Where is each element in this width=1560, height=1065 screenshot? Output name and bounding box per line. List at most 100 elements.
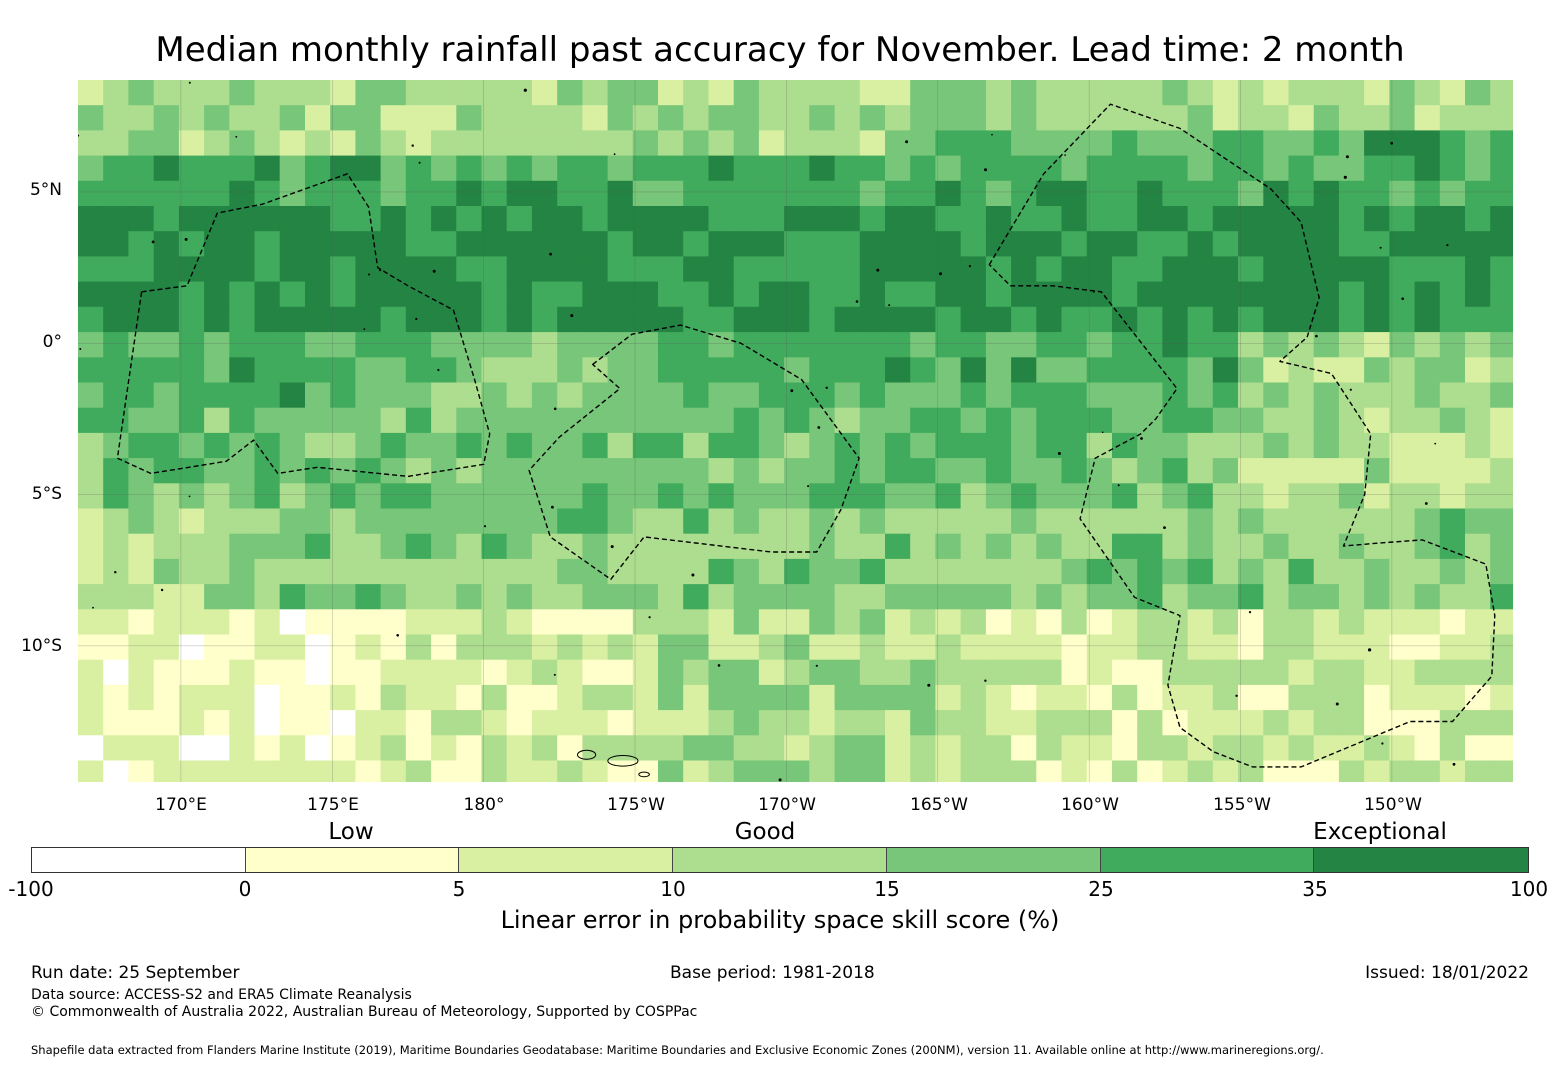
skill-cell — [758, 357, 785, 384]
skill-cell — [128, 80, 155, 106]
skill-cell — [733, 432, 760, 459]
skill-cell — [910, 483, 936, 510]
skill-cell — [531, 206, 558, 232]
skill-cell — [103, 508, 129, 535]
skill-cell — [1238, 256, 1264, 283]
skill-cell — [355, 634, 382, 661]
skill-cell — [809, 80, 836, 106]
skill-cell — [985, 180, 1012, 207]
skill-cell — [784, 256, 810, 283]
atoll-mark — [1381, 742, 1384, 745]
skill-cell — [229, 105, 256, 131]
skill-cell — [582, 684, 609, 711]
skill-cell — [1263, 155, 1290, 182]
skill-cell — [229, 432, 256, 459]
skill-cell — [1086, 710, 1113, 736]
skill-cell — [380, 558, 407, 585]
skill-cell — [1364, 533, 1390, 560]
skill-cell — [204, 357, 230, 384]
skill-cell — [405, 432, 432, 459]
skill-cell — [758, 306, 785, 333]
skill-cell — [607, 710, 634, 736]
skill-cell — [758, 508, 785, 535]
skill-cell — [784, 458, 810, 484]
skill-cell — [733, 206, 760, 232]
skill-cell — [178, 659, 205, 686]
skill-cell — [229, 180, 256, 207]
skill-cell — [935, 432, 962, 459]
skill-cell — [380, 432, 407, 459]
skill-map[interactable] — [78, 80, 1513, 782]
skill-cell — [1490, 760, 1513, 782]
skill-cell — [1389, 634, 1416, 661]
skill-cell — [78, 281, 104, 308]
lon-label-170e: 170°E — [155, 795, 207, 815]
skill-cell — [960, 634, 987, 661]
skill-cell — [859, 382, 886, 409]
skill-cell — [632, 382, 659, 409]
skill-cell — [456, 458, 483, 484]
lon-label-150w: 150°W — [1364, 795, 1422, 815]
skill-cell — [1187, 180, 1214, 207]
skill-cell — [985, 206, 1012, 232]
skill-cell — [1238, 382, 1264, 409]
skill-cell — [1338, 332, 1365, 358]
skill-cell — [1364, 256, 1390, 283]
island-outline — [638, 771, 650, 778]
skill-cell — [355, 432, 382, 459]
skill-cell — [1364, 659, 1390, 686]
skill-cell — [1439, 659, 1466, 686]
skill-cell — [254, 306, 281, 333]
atoll-mark — [1140, 437, 1143, 440]
skill-cell — [859, 710, 886, 736]
skill-cell — [481, 382, 508, 409]
skill-cell — [279, 432, 306, 459]
skill-cell — [153, 508, 180, 535]
skill-cell — [1338, 432, 1365, 459]
skill-cell — [1086, 609, 1113, 636]
skill-cell — [632, 357, 659, 384]
skill-cell — [733, 533, 760, 560]
skill-cell — [708, 710, 735, 736]
skill-cell — [1187, 558, 1214, 585]
skill-cell — [784, 760, 810, 782]
skill-cell — [1414, 357, 1441, 384]
skill-cell — [557, 609, 583, 636]
skill-cell — [153, 281, 180, 308]
skill-cell — [506, 760, 533, 782]
skill-cell — [1238, 684, 1264, 711]
colorbar-tick: 15 — [874, 877, 900, 901]
skill-cell — [1338, 533, 1365, 560]
skill-cell — [960, 206, 987, 232]
skill-cell — [1439, 584, 1466, 610]
skill-cell — [582, 332, 609, 358]
skill-cell — [784, 180, 810, 207]
skill-cell — [1490, 155, 1513, 182]
skill-cell — [178, 735, 205, 762]
skill-cell — [1288, 180, 1315, 207]
skill-cell — [1112, 155, 1138, 182]
skill-cell — [305, 357, 331, 384]
skill-cell — [405, 306, 432, 333]
skill-cell — [582, 382, 609, 409]
skill-cell — [1162, 155, 1189, 182]
skill-cell — [103, 760, 129, 782]
skill-cell — [1212, 357, 1239, 384]
skill-cell — [1187, 281, 1214, 308]
skill-cell — [254, 609, 281, 636]
skill-cell — [103, 659, 129, 686]
skill-cell — [431, 281, 457, 308]
skill-cell — [1313, 508, 1340, 535]
skill-cell — [683, 483, 709, 510]
skill-cell — [481, 231, 508, 257]
skill-cell — [1112, 231, 1138, 257]
skill-cell — [153, 533, 180, 560]
skill-cell — [784, 382, 810, 409]
skill-cell — [809, 609, 836, 636]
skill-cell — [1011, 332, 1037, 358]
skill-cell — [784, 407, 810, 434]
skill-cell — [1011, 80, 1037, 106]
skill-cell — [582, 735, 609, 762]
skill-cell — [1162, 105, 1189, 131]
skill-cell — [153, 105, 180, 131]
